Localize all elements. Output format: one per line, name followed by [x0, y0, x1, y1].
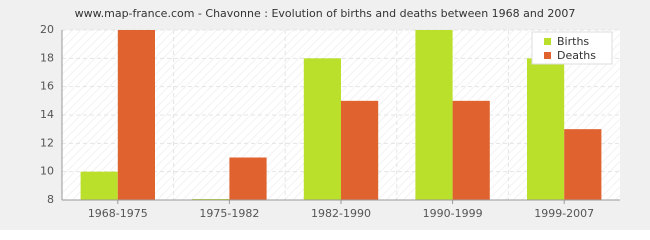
legend-label: Births: [557, 35, 589, 48]
legend-swatch: [544, 52, 551, 59]
legend-swatch: [544, 38, 551, 45]
legend-label: Deaths: [557, 49, 596, 62]
y-tick-label: 20: [40, 23, 54, 36]
y-tick-label: 18: [40, 51, 54, 64]
bar: [564, 129, 602, 200]
y-tick-label: 10: [40, 165, 54, 178]
chart-title: www.map-france.com - Chavonne : Evolutio…: [75, 7, 576, 20]
bar: [341, 100, 379, 200]
y-tick-label: 12: [40, 136, 54, 149]
x-tick-label: 1990-1999: [423, 207, 483, 220]
y-tick-label: 14: [40, 108, 54, 121]
x-tick-label: 1975-1982: [199, 207, 259, 220]
bar: [117, 30, 155, 200]
x-tick-label: 1999-2007: [534, 207, 594, 220]
bar: [229, 157, 267, 200]
x-tick-label: 1968-1975: [88, 207, 148, 220]
x-tick-label: 1982-1990: [311, 207, 371, 220]
y-tick-label: 16: [40, 80, 54, 93]
bar: [80, 171, 118, 200]
chart: www.map-france.com - Chavonne : Evolutio…: [0, 0, 650, 230]
bar: [527, 58, 565, 201]
bar: [415, 30, 453, 200]
bar: [303, 58, 341, 201]
y-tick-label: 8: [47, 193, 54, 206]
bar: [452, 100, 490, 200]
